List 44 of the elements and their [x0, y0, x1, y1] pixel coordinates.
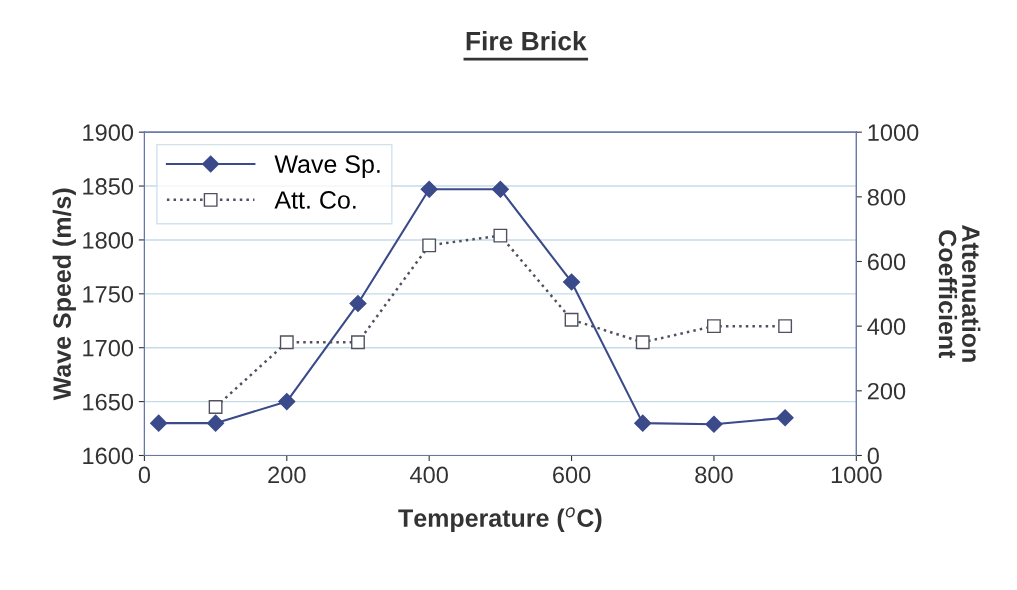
- y2-tick-label: 400: [867, 318, 906, 335]
- point: [150, 414, 168, 432]
- point: [279, 335, 294, 350]
- x-tick-label: 600: [553, 466, 591, 484]
- y2-tick-label: 1000: [868, 124, 919, 141]
- y-tick-label: 1650: [83, 393, 134, 411]
- x-tick-label: 800: [695, 466, 733, 484]
- x-axis-title: Temperature ($^{o}$C): [398, 507, 602, 532]
- point: [422, 238, 437, 253]
- point: [705, 415, 723, 433]
- y-tick-label: 1900: [83, 124, 134, 141]
- y2-axis-title: Attenuation Coefficient: [938, 225, 981, 362]
- y2-tick-label: 200: [867, 382, 906, 400]
- y-tick-label: 1600: [83, 447, 134, 465]
- point: [706, 319, 721, 334]
- point: [349, 294, 367, 313]
- point: [491, 180, 509, 198]
- legend-label: Wave Sp.: [274, 155, 380, 178]
- y-tick-label: 1700: [83, 339, 134, 357]
- point: [420, 180, 438, 198]
- y-tick-label: 1800: [83, 232, 134, 249]
- y-tick-label: 1850: [83, 178, 134, 195]
- point: [278, 393, 296, 411]
- y-tick-label: 1750: [83, 285, 134, 303]
- point: [564, 312, 579, 327]
- y2-tick-label: 800: [867, 188, 906, 206]
- point: [563, 273, 581, 291]
- y2-tick-label: 0: [867, 447, 879, 465]
- point: [207, 414, 225, 432]
- x-tick-label: 400: [410, 466, 448, 484]
- x-tick-label: 0: [138, 466, 151, 484]
- x-tick-label: 200: [268, 466, 306, 484]
- chart-title: Fire Brick: [466, 31, 587, 51]
- y-axis-title: Wave Speed (m/s): [52, 188, 76, 401]
- point: [635, 335, 650, 350]
- legend-label: Att. Co.: [274, 191, 356, 209]
- point: [351, 335, 365, 350]
- point: [493, 228, 508, 243]
- point: [776, 409, 794, 427]
- point: [208, 400, 223, 414]
- x-tick-label: 1000: [831, 466, 882, 484]
- point: [778, 319, 793, 334]
- y2-tick-label: 600: [867, 253, 906, 271]
- point: [634, 414, 652, 432]
